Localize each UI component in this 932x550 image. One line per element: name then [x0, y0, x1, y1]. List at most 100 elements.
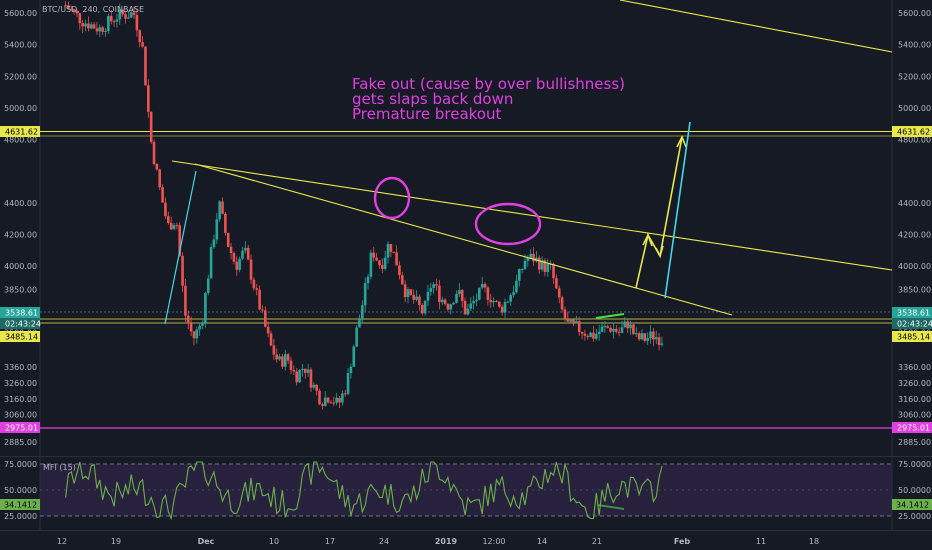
candle-body	[620, 327, 624, 333]
time-tick: 18	[809, 537, 819, 546]
candle-body	[649, 331, 652, 338]
candle-body	[640, 333, 644, 340]
candle-body	[580, 331, 584, 334]
price-tick-right: 3260.00	[898, 379, 931, 388]
candle-body	[135, 14, 139, 31]
candle-body	[389, 244, 393, 252]
candle-body	[603, 326, 607, 328]
tag-last-right-text: 3538.61	[897, 309, 930, 318]
candle-body	[540, 260, 544, 270]
candle-body	[303, 368, 307, 373]
candle-body	[98, 27, 102, 32]
candle-body	[372, 252, 376, 258]
time-tick: 24	[379, 537, 389, 546]
candle-body	[338, 397, 341, 403]
candle-body	[438, 285, 441, 303]
candle-body	[563, 309, 567, 319]
candle-body	[543, 260, 547, 272]
candle-body	[341, 393, 344, 403]
time-tick: 17	[325, 537, 335, 546]
candle-body	[615, 328, 618, 332]
candle-body	[532, 253, 535, 262]
candle-body	[206, 278, 210, 294]
candle-body	[318, 390, 321, 405]
fakeout-circle-2	[474, 202, 542, 246]
candle-body	[612, 328, 615, 332]
candle-body	[617, 331, 621, 333]
time-tick: 14	[537, 537, 547, 546]
candle-body	[432, 284, 435, 289]
candle-body	[295, 371, 299, 383]
descending-trendline-lower[interactable]	[194, 163, 733, 316]
price-tick-right: 4800.00	[898, 136, 931, 145]
price-tick-right: 3850.00	[898, 286, 931, 295]
candle-body	[87, 23, 90, 29]
tag-support-left	[0, 331, 40, 342]
time-tick: 10	[269, 537, 279, 546]
candle-body	[298, 369, 301, 383]
candle-body	[178, 225, 182, 256]
candle-body	[597, 331, 601, 335]
candle-body	[352, 346, 356, 367]
candle-body	[349, 366, 353, 374]
price-tick-right: 3160.00	[898, 395, 931, 404]
price-tick-right: 5600.00	[898, 9, 931, 18]
rally-line	[164, 170, 197, 325]
candle-body	[460, 290, 464, 301]
candle-body	[400, 275, 404, 285]
candle-body	[646, 337, 649, 341]
time-tick: 19	[111, 537, 121, 546]
candle-body	[124, 14, 127, 19]
candle-body	[383, 257, 387, 269]
time-tick: Feb	[674, 537, 691, 546]
time-tick: 12:00	[482, 537, 505, 546]
tag-low-right	[892, 422, 932, 433]
candle-body	[369, 252, 373, 277]
candle-body	[426, 291, 430, 301]
candle-body	[654, 337, 658, 340]
time-axis: 12 19 Dec 10 17 24 2019 12:00 14 21 Feb 11 18	[57, 537, 819, 546]
candle-body	[278, 356, 281, 360]
candle-body	[634, 333, 638, 335]
price-tick-left: 3850.00	[4, 286, 37, 295]
candle-body	[529, 253, 532, 258]
candle-body	[246, 247, 250, 260]
price-axis-left: 5600.00 5400.00 5200.00 5000.00 4800.00 4400.…	[4, 9, 37, 521]
tag-mfi-left-text: 34.1412	[4, 501, 37, 510]
candle-body	[149, 111, 153, 142]
candle-body	[261, 309, 264, 311]
candle-body	[361, 305, 364, 319]
candle-body	[89, 24, 93, 29]
price-tick-right: 3060.00	[898, 411, 931, 420]
price-tick-right: 5200.00	[898, 72, 931, 81]
mfi-line[interactable]	[65, 461, 663, 521]
candle-body	[129, 12, 133, 18]
mfi-label: MFI (15)	[43, 463, 76, 472]
candle-body	[458, 290, 461, 294]
candle-body	[363, 283, 367, 306]
mfi-tick-right: 50.0000	[898, 486, 931, 495]
candle-body	[609, 327, 612, 332]
candle-body	[292, 370, 296, 372]
candle-body	[449, 304, 453, 310]
candle-body	[586, 335, 590, 338]
tag-resistance-right-text: 4631.62	[897, 128, 930, 137]
time-tick: 12	[57, 537, 67, 546]
candle-body	[366, 276, 370, 284]
descending-trendline-upper[interactable]	[171, 160, 893, 271]
green-mark-mfi	[597, 504, 625, 510]
candle-body	[309, 369, 313, 388]
candle-body	[229, 246, 233, 254]
candle-body	[483, 284, 487, 288]
tag-mfi-right	[892, 499, 932, 510]
candle-body	[218, 201, 221, 220]
candle-body	[469, 303, 473, 309]
candle-body	[498, 301, 501, 307]
candle-body	[626, 321, 630, 329]
candle-body	[301, 368, 304, 370]
candle-body	[69, 8, 73, 10]
long-trendline[interactable]	[619, 0, 893, 53]
annotation-line-1: Fake out (cause by over bullishness)	[352, 75, 625, 93]
